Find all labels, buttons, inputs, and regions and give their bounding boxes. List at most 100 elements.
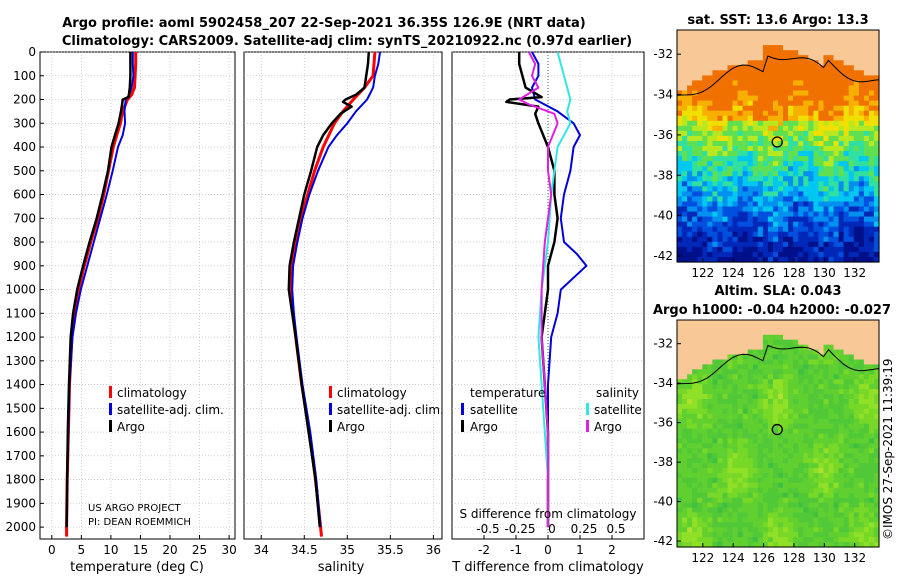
map-cell	[793, 40, 799, 46]
map-cell	[712, 374, 718, 380]
map-cell	[863, 80, 870, 86]
map-cell	[843, 45, 850, 51]
map-cell	[823, 146, 830, 152]
map-cell	[687, 206, 693, 213]
map-cell	[788, 130, 794, 137]
map-cell	[707, 394, 713, 400]
lon-tick-label: 132	[843, 266, 866, 280]
map-cell	[677, 135, 683, 142]
map-cell	[778, 50, 784, 56]
lon-tick-label: 128	[782, 266, 805, 280]
depth-tick-label: 900	[13, 259, 36, 273]
map-cell	[762, 408, 769, 415]
map-cell	[808, 246, 814, 253]
map-cell	[818, 507, 824, 513]
map-cell	[752, 448, 759, 454]
map-cell	[803, 35, 809, 41]
map-cell	[818, 45, 824, 51]
map-cell	[838, 90, 845, 97]
map-cell	[682, 364, 688, 370]
map-cell	[813, 226, 819, 233]
map-cell	[828, 156, 835, 162]
map-cell	[737, 349, 744, 356]
map-cell	[757, 423, 764, 430]
map-cell	[722, 251, 729, 258]
map-cell	[838, 75, 845, 81]
map-cell	[682, 369, 688, 375]
map-cell	[858, 70, 865, 76]
map-cell	[692, 453, 698, 459]
map-cell	[838, 399, 845, 405]
map-cell	[793, 389, 799, 395]
map-cell	[818, 186, 824, 192]
map-cell	[712, 492, 718, 499]
map-cell	[732, 364, 739, 370]
map-cell	[737, 473, 744, 479]
map-cell	[707, 542, 713, 548]
map-cell	[853, 110, 860, 117]
legend-temp-satellite-label: satellite	[470, 403, 518, 417]
map-cell	[727, 413, 734, 420]
map-cell	[722, 60, 729, 66]
map-cell	[838, 334, 845, 341]
map-cell	[828, 55, 835, 61]
map-cell	[788, 482, 794, 489]
map-cell	[687, 75, 693, 81]
map-cell	[762, 517, 769, 523]
map-cell	[858, 389, 865, 395]
map-cell	[692, 403, 698, 410]
map-cell	[793, 542, 799, 548]
map-cell	[707, 487, 713, 494]
map-cell	[803, 251, 809, 258]
map-cell	[762, 364, 769, 370]
map-cell	[737, 231, 744, 238]
map-cell	[813, 458, 819, 464]
map-cell	[737, 487, 744, 494]
map-cell	[737, 428, 744, 435]
map-cell	[742, 115, 749, 122]
map-cell	[737, 100, 744, 107]
map-cell	[767, 379, 774, 385]
map-cell	[828, 453, 835, 459]
map-cell	[874, 477, 880, 484]
map-cell	[843, 394, 850, 400]
map-cell	[697, 384, 703, 390]
map-cell	[863, 438, 870, 444]
map-cell	[707, 85, 713, 92]
map-cell	[823, 384, 830, 390]
map-cell	[828, 231, 835, 238]
map-cell	[707, 65, 713, 71]
map-cell	[692, 95, 698, 102]
map-cell	[838, 110, 845, 117]
map-cell	[717, 428, 723, 435]
map-cell	[808, 151, 814, 157]
map-cell	[757, 191, 764, 197]
map-cell	[838, 221, 845, 228]
map-cell	[874, 191, 880, 197]
map-cell	[682, 100, 688, 107]
map-cell	[702, 418, 708, 425]
map-cell	[677, 130, 683, 137]
map-cell	[858, 257, 865, 263]
map-cell	[752, 90, 759, 97]
map-cell	[767, 497, 774, 504]
map-cell	[737, 70, 744, 76]
map-cell	[793, 65, 799, 71]
map-cell	[702, 423, 708, 430]
map-cell	[727, 522, 734, 528]
map-cell	[874, 394, 880, 400]
map-cell	[833, 156, 840, 162]
map-cell	[702, 487, 708, 494]
map-cell	[727, 176, 734, 182]
map-cell	[707, 320, 713, 326]
map-cell	[798, 156, 804, 162]
map-cell	[874, 329, 880, 336]
map-cell	[697, 344, 703, 351]
map-cell	[853, 389, 860, 395]
map-cell	[843, 512, 850, 518]
map-cell	[868, 453, 875, 459]
map-cell	[778, 30, 784, 36]
map-cell	[742, 517, 749, 523]
map-cell	[838, 379, 845, 385]
map-cell	[823, 399, 830, 405]
